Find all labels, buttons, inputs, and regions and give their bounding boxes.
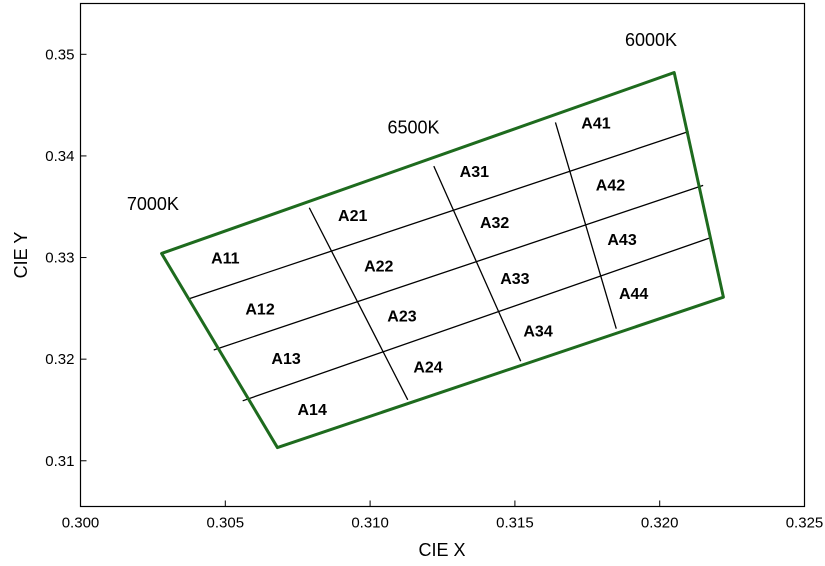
cct-label: 6500K <box>388 118 440 138</box>
y-tick-label: 0.34 <box>45 148 74 165</box>
x-axis-ticks: 0.300 0.305 0.310 0.315 0.320 0.325 <box>62 500 824 532</box>
bin-grid-line <box>308 207 409 401</box>
bin-cell-label: A31 <box>460 164 489 181</box>
bin-cell-label: A44 <box>619 286 648 303</box>
x-axis-title: CIE X <box>418 540 465 560</box>
bin-cell-labels: A11 A12 A13 A14 A21 A22 A23 A24 A31 A32 A33 A34 A41 A… <box>211 115 648 419</box>
bin-cell-label: A23 <box>387 308 416 325</box>
y-tick-label: 0.35 <box>45 46 74 63</box>
bin-cell-label: A42 <box>596 177 625 194</box>
bin-cell-label: A41 <box>581 115 610 132</box>
bin-cell-label: A14 <box>298 402 327 419</box>
bin-cell-label: A43 <box>607 232 636 249</box>
bin-cell-label: A11 <box>211 251 240 268</box>
x-tick-label: 0.320 <box>641 515 679 532</box>
bin-cell-label: A32 <box>480 215 509 232</box>
x-tick-label: 0.305 <box>207 515 245 532</box>
bin-cell-label: A12 <box>245 301 274 318</box>
bin-cell-label: A21 <box>338 208 367 225</box>
x-tick-label: 0.310 <box>351 515 389 532</box>
bin-cell-label: A34 <box>523 324 552 341</box>
bin-cell-label: A22 <box>364 259 393 276</box>
y-tick-label: 0.32 <box>45 351 74 368</box>
bin-outline <box>160 71 725 450</box>
bin-cell-label: A24 <box>413 359 442 376</box>
bin-cell-label: A13 <box>271 351 300 368</box>
cct-labels: 7000K 6500K 6000K <box>127 30 677 214</box>
y-axis-title: CIE Y <box>11 232 31 279</box>
bin-grid-lines <box>187 122 710 402</box>
plot-area-frame <box>79 2 806 508</box>
x-tick-label: 0.325 <box>786 515 824 532</box>
bin-grid-line <box>433 165 522 362</box>
bin-grid-line <box>242 237 710 402</box>
cct-label: 7000K <box>127 194 179 214</box>
y-axis-ticks: 0.31 0.32 0.33 0.34 0.35 <box>45 46 87 470</box>
y-tick-label: 0.31 <box>45 453 74 470</box>
bin-grid-line <box>213 184 704 351</box>
cct-label: 6000K <box>625 30 677 50</box>
x-tick-label: 0.315 <box>496 515 534 532</box>
bin-grid-line <box>554 122 617 329</box>
y-tick-label: 0.33 <box>45 250 74 267</box>
x-tick-label: 0.300 <box>62 515 100 532</box>
bin-grid-line <box>187 130 689 300</box>
bin-cell-label: A33 <box>500 271 529 288</box>
